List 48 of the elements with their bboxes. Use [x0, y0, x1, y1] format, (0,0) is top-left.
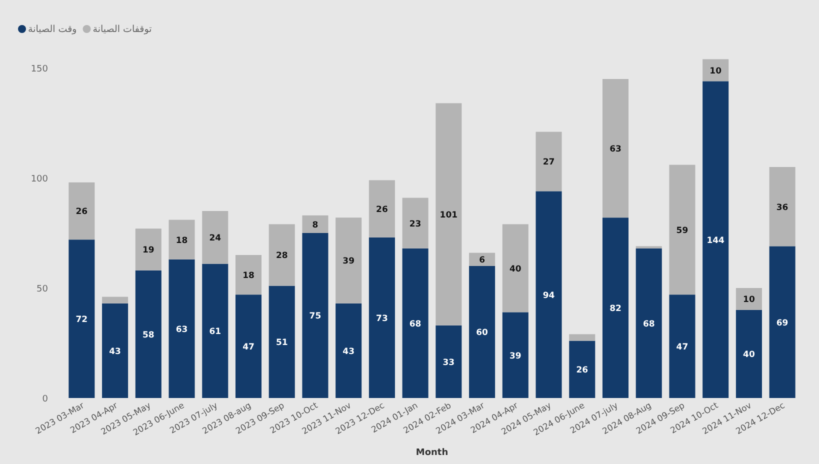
- data-label: 27: [542, 158, 555, 168]
- data-label: 8: [312, 220, 318, 230]
- ytick: 0: [42, 394, 48, 404]
- data-label: 28: [276, 251, 288, 262]
- data-label: 10: [743, 295, 755, 306]
- data-label: 101: [440, 210, 458, 220]
- data-label: 40: [509, 264, 522, 274]
- ytick: 100: [30, 174, 48, 184]
- data-label: 61: [209, 327, 222, 338]
- data-label: 63: [610, 144, 622, 154]
- data-label: 68: [642, 319, 655, 330]
- data-label: 18: [176, 236, 188, 246]
- data-label: 26: [76, 207, 88, 218]
- data-label: 39: [342, 256, 355, 267]
- data-label: 63: [176, 324, 188, 335]
- data-label: 43: [342, 346, 355, 357]
- data-label: 40: [743, 350, 755, 360]
- data-label: 19: [142, 246, 154, 256]
- data-label: 26: [376, 205, 388, 215]
- data-label: 18: [242, 271, 254, 281]
- data-label: 51: [276, 338, 288, 348]
- ytick: 150: [30, 64, 48, 74]
- data-label: 82: [610, 304, 622, 314]
- data-label: 36: [776, 202, 788, 213]
- data-label: 60: [476, 328, 488, 338]
- data-label: 47: [676, 342, 688, 352]
- xlabel: Month: [416, 448, 448, 458]
- data-label: 59: [676, 226, 688, 236]
- data-label: 47: [242, 342, 254, 352]
- legend-label: وقت الصيانة: [28, 24, 77, 35]
- data-label: 10: [710, 66, 722, 76]
- data-label: 72: [76, 315, 88, 325]
- data-label: 43: [109, 346, 121, 357]
- data-label: 24: [209, 234, 222, 244]
- data-label: 69: [776, 318, 788, 328]
- data-label: 58: [142, 330, 154, 340]
- data-label: 39: [509, 351, 522, 362]
- data-label: 75: [309, 312, 322, 322]
- data-label: 144: [706, 236, 724, 246]
- data-label: 23: [409, 219, 422, 230]
- data-label: 6: [479, 256, 485, 266]
- data-label: 94: [542, 290, 555, 301]
- data-label: 73: [376, 314, 388, 324]
- legend-label: توقفات الصيانة: [92, 24, 152, 35]
- ytick: 50: [36, 284, 48, 294]
- data-label: 33: [442, 358, 455, 368]
- data-label: 26: [576, 366, 588, 376]
- data-label: 68: [409, 319, 422, 330]
